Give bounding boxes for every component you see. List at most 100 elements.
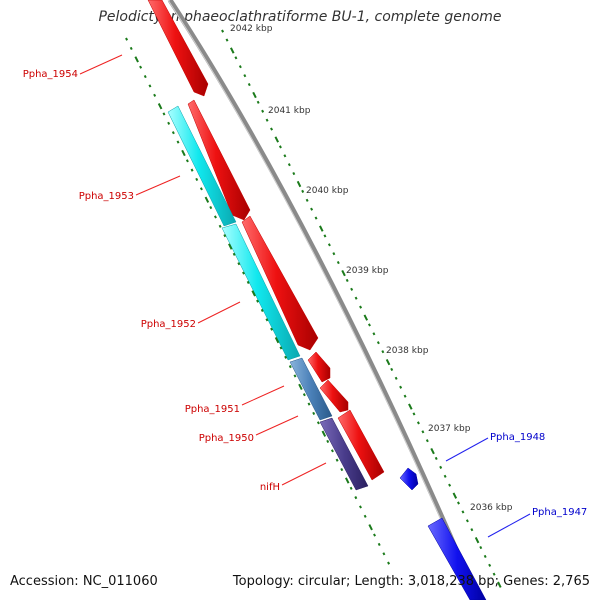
outer-gc-dash bbox=[363, 314, 369, 321]
outer-gc-dash bbox=[261, 109, 265, 113]
inner-gc-dash bbox=[223, 234, 227, 238]
inner-gc-dash bbox=[359, 505, 362, 509]
inner-gc-dash bbox=[139, 65, 143, 69]
outer-gc-dash bbox=[341, 269, 346, 277]
outer-gc-dash bbox=[327, 243, 331, 247]
gene-label-nifh[interactable]: nifH bbox=[260, 482, 280, 493]
inner-gc-dash bbox=[382, 552, 386, 556]
inner-gc-dash bbox=[237, 262, 241, 266]
outer-gc-dash bbox=[497, 581, 502, 588]
outer-gc-dash bbox=[372, 332, 376, 336]
inner-gc-dash bbox=[307, 402, 311, 406]
outer-gc-dash bbox=[408, 403, 413, 410]
inner-gc-dash bbox=[162, 112, 166, 116]
outer-gc-dash bbox=[359, 305, 363, 309]
inner-gc-dash bbox=[195, 177, 199, 182]
inner-gc-dash bbox=[288, 365, 292, 369]
cog-block-ppha-1953[interactable] bbox=[167, 105, 237, 227]
gc-content-tracks bbox=[125, 29, 502, 588]
inner-gc-dash bbox=[256, 299, 260, 303]
outer-gc-dash bbox=[247, 82, 251, 87]
outer-gc-dash bbox=[425, 439, 429, 443]
inner-gc-dash bbox=[335, 458, 339, 462]
inner-gc-dash bbox=[148, 84, 152, 88]
cds-ppha-1951[interactable] bbox=[307, 351, 331, 383]
gene-label-ppha-1948[interactable]: Ppha_1948 bbox=[490, 432, 545, 443]
inner-gc-dash bbox=[260, 308, 264, 313]
outer-gc-dash bbox=[332, 252, 336, 256]
gene-label-ppha-1951[interactable]: Ppha_1951 bbox=[185, 404, 240, 415]
inner-gc-dash bbox=[157, 103, 163, 110]
leader-ppha-1951 bbox=[241, 385, 285, 406]
outer-gc-dash bbox=[381, 350, 385, 354]
outer-gc-dash bbox=[283, 154, 287, 158]
outer-gc-dash bbox=[278, 145, 282, 149]
inner-gc-dash bbox=[274, 336, 280, 344]
inner-gc-dash bbox=[265, 318, 269, 322]
outer-gc-dash bbox=[230, 47, 235, 54]
leader-ppha-1954 bbox=[79, 54, 123, 75]
inner-gc-dash bbox=[129, 46, 133, 51]
outer-gc-dash bbox=[474, 537, 480, 544]
outer-gc-dash bbox=[479, 545, 483, 550]
inner-gc-dash bbox=[312, 411, 316, 415]
outer-gc-dash bbox=[243, 74, 247, 78]
inner-gc-dash bbox=[354, 496, 358, 500]
inner-gc-dash bbox=[330, 449, 334, 453]
cds-ppha-1952[interactable] bbox=[241, 215, 319, 351]
outer-gc-dash bbox=[221, 29, 225, 33]
inner-gc-dash bbox=[246, 280, 250, 284]
inner-gc-dash bbox=[251, 290, 256, 297]
outer-gc-dash bbox=[274, 136, 280, 143]
cds-ppha-1954[interactable] bbox=[147, 0, 209, 97]
outer-gc-dash bbox=[470, 528, 474, 532]
inner-gc-dash bbox=[218, 224, 222, 228]
outer-gc-dash bbox=[465, 519, 469, 523]
inner-gc-dash bbox=[171, 131, 175, 135]
cds-ppha-1947[interactable] bbox=[427, 517, 487, 600]
cds-ppha-1950[interactable] bbox=[319, 379, 349, 413]
cog-block-ppha-1951[interactable] bbox=[289, 357, 333, 421]
outer-gc-dash bbox=[399, 385, 403, 389]
gene-label-ppha-1950[interactable]: Ppha_1950 bbox=[199, 433, 254, 444]
outer-gc-dash bbox=[265, 118, 269, 122]
outer-gc-dash bbox=[301, 189, 305, 193]
gene-label-ppha-1954[interactable]: Ppha_1954 bbox=[23, 69, 78, 80]
inner-gc-dash bbox=[293, 374, 297, 378]
inner-gc-dash bbox=[167, 121, 171, 125]
outer-gc-dash bbox=[238, 65, 242, 69]
cog-block-ppha-1952[interactable] bbox=[221, 223, 301, 361]
inner-gc-dash bbox=[349, 486, 353, 490]
gene-label-ppha-1953[interactable]: Ppha_1953 bbox=[79, 191, 134, 202]
outer-gc-dash bbox=[323, 234, 327, 238]
cds-nifh[interactable] bbox=[337, 409, 385, 481]
inner-gc-dash bbox=[125, 37, 129, 41]
inner-gc-dash bbox=[284, 355, 288, 359]
leader-ppha-1948 bbox=[445, 437, 489, 462]
tick-label-2036: 2036 kbp bbox=[470, 503, 513, 513]
outer-gc-dash bbox=[412, 412, 416, 416]
inner-gc-dash bbox=[316, 421, 320, 425]
tick-label-2038: 2038 kbp bbox=[386, 346, 429, 356]
cds-ppha-1953[interactable] bbox=[187, 99, 251, 221]
inner-gc-dash bbox=[209, 205, 213, 210]
outer-gc-dash bbox=[421, 430, 425, 434]
inner-gc-dash bbox=[373, 533, 376, 537]
tick-label-2039: 2039 kbp bbox=[346, 266, 389, 276]
outer-gc-dash bbox=[292, 172, 296, 176]
outer-gc-dash bbox=[443, 474, 447, 478]
outer-gc-dash bbox=[461, 510, 465, 514]
inner-gc-dash bbox=[204, 196, 210, 203]
leader-ppha-1950 bbox=[255, 415, 299, 436]
outer-gc-dash bbox=[394, 376, 398, 380]
gene-label-ppha-1947[interactable]: Ppha_1947 bbox=[532, 507, 587, 518]
gene-label-ppha-1952[interactable]: Ppha_1952 bbox=[141, 319, 196, 330]
inner-gc-dash bbox=[326, 439, 330, 444]
tick-label-2037: 2037 kbp bbox=[428, 424, 471, 434]
inner-gc-dash bbox=[242, 271, 245, 275]
inner-gc-dash bbox=[143, 74, 147, 79]
tick-label-2040: 2040 kbp bbox=[306, 186, 349, 196]
outer-gc-dash bbox=[488, 563, 492, 567]
cds-ppha-1948[interactable] bbox=[399, 467, 419, 491]
cog-block-ppha-1950[interactable] bbox=[319, 417, 369, 491]
